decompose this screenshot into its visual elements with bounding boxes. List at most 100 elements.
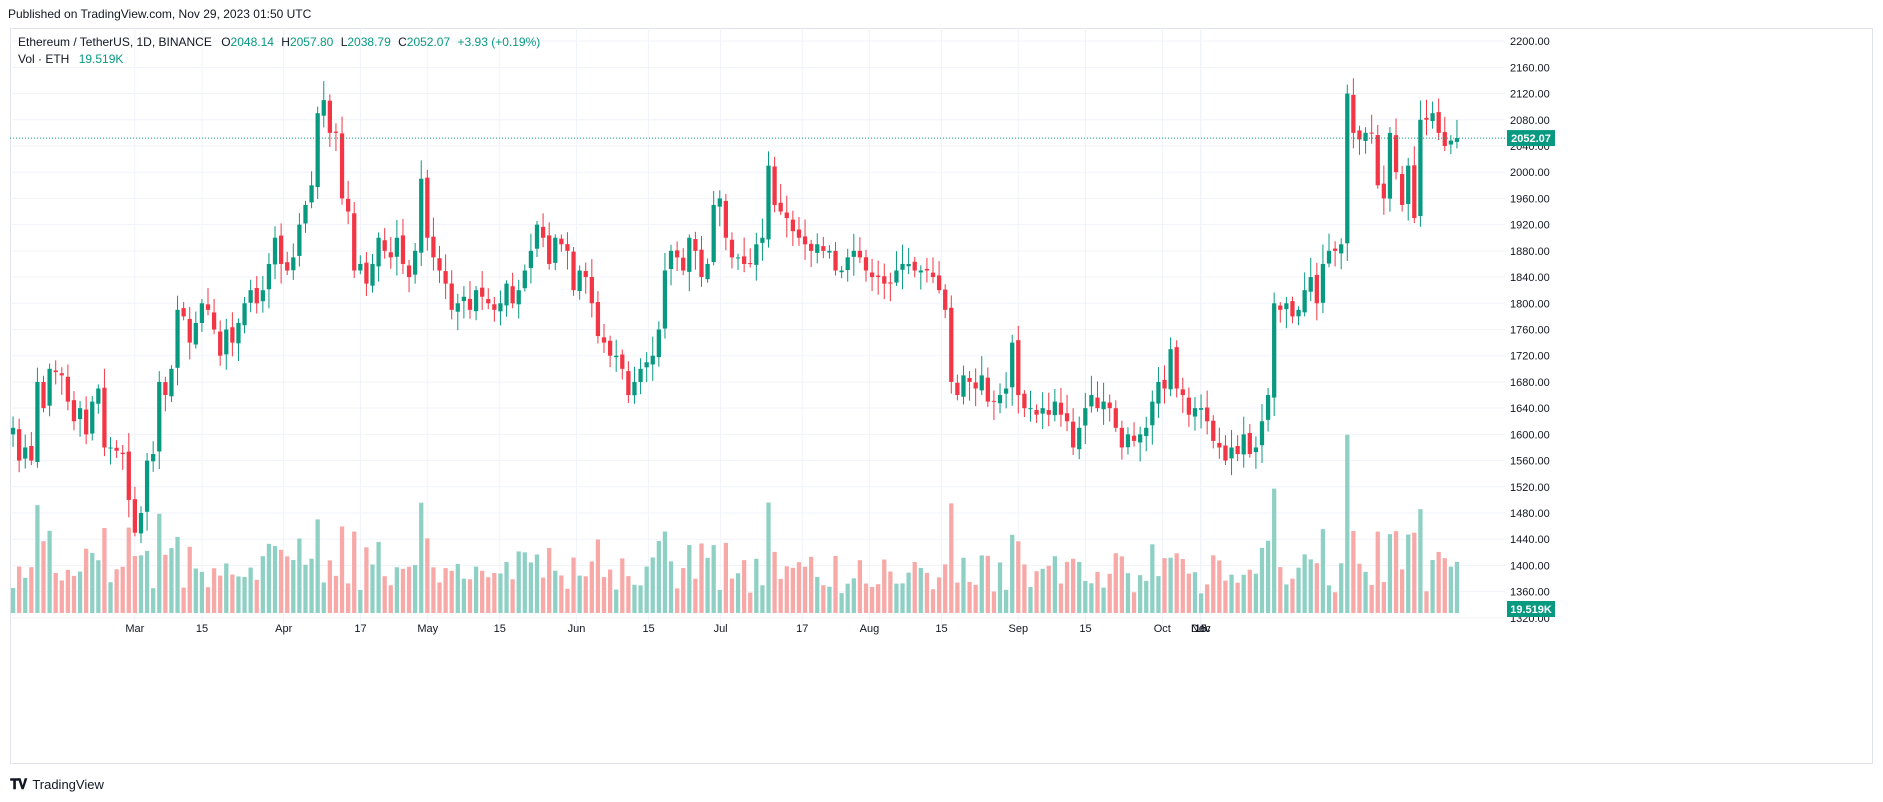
candle-body: [882, 276, 887, 284]
candle-body: [303, 204, 308, 224]
candle-body: [644, 362, 649, 368]
close-value: 2052.07: [406, 35, 451, 49]
candle-body: [41, 382, 46, 409]
candle-body: [315, 113, 320, 188]
volume-bar: [577, 575, 582, 613]
x-tick-label: 15: [1195, 623, 1207, 635]
candle-body: [175, 309, 180, 368]
candle-body: [540, 226, 546, 238]
volume-bar: [553, 570, 558, 613]
volume-bar: [693, 578, 698, 613]
candle-body: [607, 340, 613, 356]
volume-bar: [1326, 585, 1332, 613]
volume-bar: [705, 557, 710, 613]
tradingview-footer[interactable]: 𝐓𝐕 TradingView: [10, 774, 104, 796]
candle-body: [1003, 388, 1009, 394]
candle-body: [766, 165, 771, 240]
volume-bar: [936, 577, 942, 613]
candle-body: [1016, 340, 1021, 396]
volume-bar: [1192, 572, 1198, 613]
candle-body: [857, 250, 863, 258]
volume-bar: [1302, 554, 1307, 613]
candle-body: [1284, 303, 1289, 310]
volume-bar: [388, 585, 393, 613]
volume-bar: [516, 551, 521, 613]
volume-bar: [924, 572, 930, 613]
candle-body: [108, 447, 113, 449]
candle-body: [224, 329, 229, 355]
candle-body: [1223, 445, 1228, 461]
volume-bar: [467, 579, 473, 613]
volume-bar: [23, 577, 28, 613]
last-price-badge-label: 2052.07: [1511, 133, 1551, 145]
y-tick-label: 1840.00: [1510, 272, 1550, 284]
candle-body: [705, 263, 710, 280]
volume-bar: [224, 563, 229, 613]
price-axis[interactable]: 1320.001360.001400.001440.001480.001520.…: [1510, 36, 1550, 625]
x-tick-label: Apr: [275, 623, 292, 635]
volume-bar: [394, 567, 400, 613]
volume-bar: [589, 561, 594, 613]
volume-bar: [260, 556, 265, 613]
volume-bar: [979, 555, 984, 613]
candle-body: [53, 370, 58, 373]
volume-bar: [187, 546, 192, 613]
candle-body: [114, 447, 119, 451]
candle-body: [699, 249, 704, 278]
volume-bar: [1430, 559, 1435, 613]
candle-body: [1442, 132, 1447, 146]
candle-body: [437, 258, 442, 271]
volume-bar: [955, 582, 960, 613]
candle-body: [431, 236, 436, 258]
volume-bar: [534, 554, 540, 613]
volume-bar: [918, 567, 923, 613]
volume-bar: [327, 560, 332, 613]
candle-body: [1436, 112, 1441, 133]
volume-bar: [96, 560, 101, 613]
candle-body: [1302, 290, 1307, 313]
candle-body: [278, 235, 284, 264]
volume-bar: [218, 575, 223, 613]
candle-body: [565, 244, 570, 251]
candle-body: [236, 322, 241, 344]
volume-bar: [90, 552, 95, 613]
volume-badge: [1507, 601, 1555, 617]
candle-body: [1083, 408, 1088, 426]
y-tick-label: 1800.00: [1510, 298, 1550, 310]
volume-bar: [1217, 560, 1222, 613]
volume-bar: [17, 566, 22, 613]
candle-body: [930, 272, 936, 278]
volume-bar: [248, 567, 253, 613]
candle-body: [29, 446, 34, 461]
candle-body: [473, 290, 479, 312]
candlestick-chart[interactable]: 1320.001360.001400.001440.001480.001520.…: [10, 28, 1873, 764]
time-axis[interactable]: Mar 15 Apr 17 May 15 Jun 15 Jul 17 Aug 15 Sep 15 Oct 16…: [125, 623, 1211, 635]
candle-body: [138, 513, 144, 534]
volume-bar: [869, 587, 875, 613]
volume-bar: [790, 567, 796, 613]
volume-bar: [461, 578, 467, 613]
candle-body: [656, 329, 661, 358]
volume-bar: [443, 568, 448, 613]
candle-body: [1412, 165, 1417, 219]
volume-bar: [827, 586, 832, 613]
volume-bar: [1095, 571, 1100, 613]
volume-bar: [1241, 574, 1246, 613]
x-tick-label: Dec: [1191, 623, 1211, 635]
volume-bar: [266, 543, 272, 613]
volume-bar: [455, 563, 460, 613]
x-tick-label: May: [417, 623, 438, 635]
candle-body: [869, 272, 875, 278]
volume-bar: [1052, 556, 1057, 613]
volume-bar: [845, 583, 850, 613]
volume-bar: [1186, 573, 1192, 613]
candle-body: [809, 243, 814, 251]
volume-bar: [1131, 592, 1137, 613]
candle-body: [553, 237, 558, 263]
volume-bar: [1357, 563, 1362, 613]
volume-bar: [449, 570, 454, 613]
volume-bar: [681, 568, 686, 613]
volume-bar: [1436, 551, 1441, 613]
candle-body: [620, 354, 625, 369]
volume-bar: [1101, 587, 1106, 613]
